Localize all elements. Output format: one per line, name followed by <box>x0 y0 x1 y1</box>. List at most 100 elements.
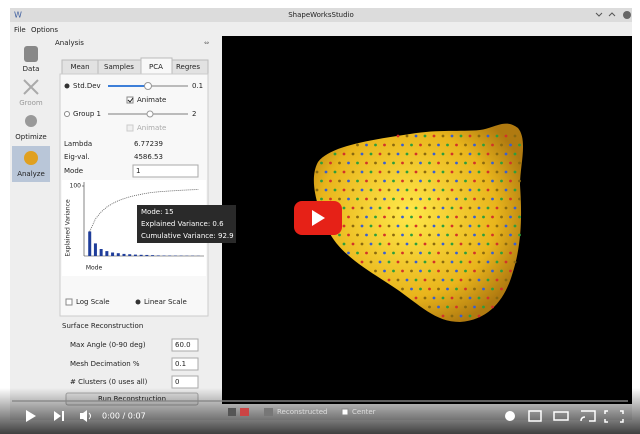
particle <box>347 179 350 183</box>
particle <box>504 278 508 282</box>
particle <box>432 242 436 246</box>
particle <box>504 206 508 210</box>
particle <box>518 197 521 201</box>
particle <box>473 197 476 201</box>
tool-label[interactable]: Optimize <box>15 133 46 141</box>
particle <box>329 161 332 165</box>
particle <box>468 134 472 138</box>
tooltip-line: Cumulative Variance: 92.9 <box>141 232 234 240</box>
particle <box>464 143 467 147</box>
particle <box>446 305 449 309</box>
next-control[interactable] <box>54 411 64 421</box>
bar <box>139 254 143 256</box>
particle <box>455 197 458 201</box>
particle <box>513 170 517 174</box>
slider-handle[interactable] <box>146 110 154 118</box>
view-mode[interactable]: Reconstructed <box>277 408 327 416</box>
analyze-icon <box>24 151 38 165</box>
particle <box>378 224 382 228</box>
particle <box>473 161 476 165</box>
volume-wave <box>88 412 91 420</box>
particle <box>437 179 440 183</box>
miniplayer-control[interactable] <box>528 410 542 422</box>
particle <box>423 152 427 156</box>
tab-label[interactable]: PCA <box>149 63 163 71</box>
particle <box>405 206 409 210</box>
panel-dock[interactable]: ⇔ <box>204 40 209 47</box>
tool-label[interactable]: Data <box>23 65 40 73</box>
particle <box>419 143 422 147</box>
particle <box>392 233 395 237</box>
play-control[interactable] <box>26 410 36 422</box>
particle <box>419 197 422 201</box>
particle <box>441 278 445 282</box>
toolbar-icon[interactable] <box>240 408 249 416</box>
minimize[interactable] <box>595 12 603 17</box>
particle <box>459 188 463 192</box>
toolbar-icon[interactable] <box>228 408 236 416</box>
particle <box>387 224 391 228</box>
radio-selected[interactable] <box>135 299 141 305</box>
progress-bar[interactable] <box>12 400 628 402</box>
maximize[interactable] <box>608 12 616 17</box>
particle <box>477 170 481 174</box>
particle <box>401 233 404 237</box>
particle <box>513 260 517 264</box>
particle <box>500 287 503 291</box>
particle <box>414 170 418 174</box>
tool-label[interactable]: Groom <box>19 99 43 107</box>
spinbox[interactable] <box>171 357 199 371</box>
particle <box>509 197 512 201</box>
menu-item[interactable]: Options <box>31 26 58 34</box>
checkbox[interactable] <box>65 298 73 306</box>
fullscreen-control[interactable] <box>604 410 624 423</box>
particle <box>518 161 521 165</box>
particle <box>432 296 436 300</box>
particle <box>518 233 521 237</box>
particle <box>513 134 517 138</box>
particle <box>410 197 413 201</box>
particle <box>504 224 508 228</box>
particle <box>383 251 386 255</box>
checkbox[interactable] <box>126 96 134 104</box>
particle <box>450 188 454 192</box>
toolbar-icon[interactable] <box>264 408 273 416</box>
radio-selected[interactable] <box>64 83 70 89</box>
tab-label[interactable]: Mean <box>70 63 89 71</box>
particle <box>500 197 503 201</box>
center-label: Center <box>352 408 376 416</box>
tooltip-box <box>137 205 236 243</box>
slider-handle[interactable] <box>144 82 152 90</box>
particle <box>423 188 427 192</box>
radio[interactable] <box>64 111 70 117</box>
tool-label[interactable]: Analyze <box>17 170 45 178</box>
particle <box>477 314 481 318</box>
particle <box>356 179 359 183</box>
particle <box>401 197 404 201</box>
field-label: # Clusters (0 uses all) <box>70 378 148 386</box>
theater-control[interactable] <box>553 411 569 421</box>
particle <box>419 269 422 273</box>
settings-control[interactable] <box>505 411 515 421</box>
particle <box>347 161 350 165</box>
particle <box>414 278 418 282</box>
particle <box>392 215 395 219</box>
tab-label[interactable]: Regres <box>176 63 200 71</box>
menu-item[interactable]: File <box>14 26 26 34</box>
checkbox[interactable] <box>341 408 349 416</box>
close[interactable] <box>623 11 631 19</box>
particle <box>369 260 373 264</box>
spinbox[interactable] <box>171 338 199 352</box>
tab-label[interactable]: Samples <box>104 63 134 71</box>
cast-control[interactable] <box>580 410 596 422</box>
particle <box>414 260 418 264</box>
particle <box>482 287 485 291</box>
particle <box>387 170 391 174</box>
volume-control[interactable] <box>80 410 87 422</box>
particle <box>495 260 499 264</box>
mode-spinbox[interactable] <box>132 164 199 178</box>
play-overlay[interactable] <box>294 201 342 235</box>
log-scale-label: Log Scale <box>76 298 110 306</box>
particle <box>477 260 481 264</box>
particle <box>423 260 427 264</box>
